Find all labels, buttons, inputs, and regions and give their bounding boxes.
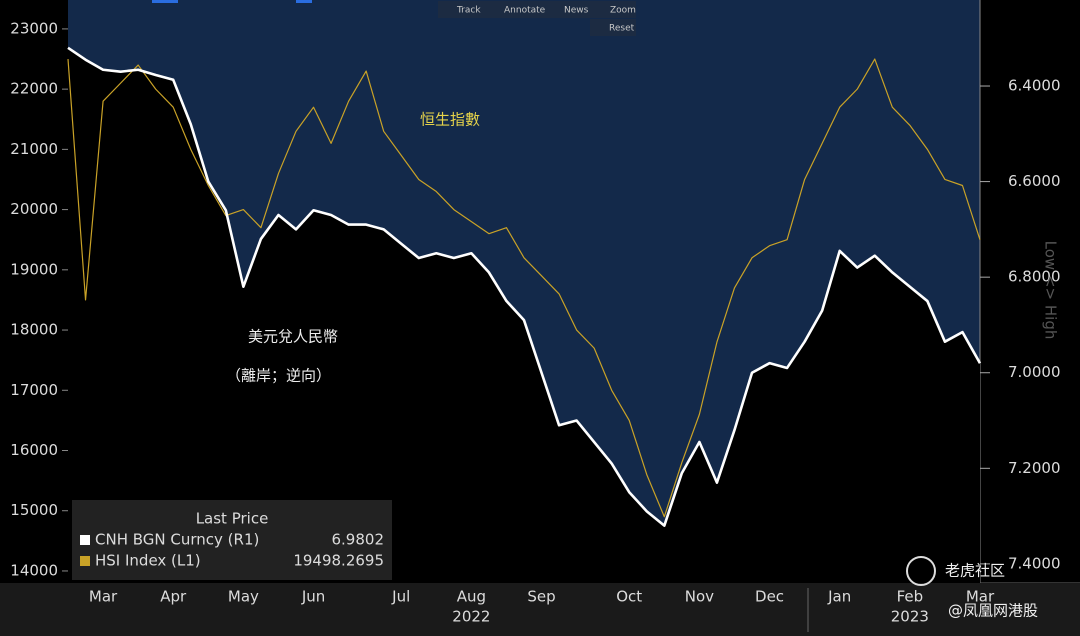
toolbar: Track Annotate News Zoom Reset (152, 0, 636, 36)
tab (152, 0, 178, 3)
x-tick-label: Sep (527, 588, 555, 606)
series-line (67, 46, 982, 527)
y2-tick-label: 7.4000 (1008, 554, 1061, 572)
x-tick-label: Dec (755, 588, 784, 606)
y-tick-label: 19000 (10, 260, 58, 278)
annotation: （離岸；逆向） (226, 367, 331, 385)
legend-swatch (80, 556, 90, 566)
toolbar-button[interactable]: Zoom (610, 6, 636, 16)
x-tick-label: Mar (966, 588, 995, 606)
x-tick-label: Nov (685, 588, 714, 606)
year-label: 2022 (452, 608, 490, 626)
y-tick-label: 23000 (10, 19, 58, 37)
legend-value: 6.9802 (332, 531, 385, 549)
x-tick-label: May (228, 588, 259, 606)
year-label: 2023 (891, 608, 929, 626)
watermark: @凤凰网港股 (948, 602, 1038, 620)
x-tick-label: Jun (301, 588, 325, 606)
legend-swatch (80, 535, 90, 545)
x-tick-label: Aug (457, 588, 486, 606)
annotation: 恒生指數 (420, 111, 480, 129)
series-line (67, 58, 981, 518)
y-tick-label: 18000 (10, 321, 58, 339)
legend-title: Last Price (196, 510, 269, 528)
y2-tick-label: 6.6000 (1008, 172, 1061, 190)
y2-axis-label: Low <> High (1042, 241, 1060, 340)
tab (296, 0, 312, 3)
legend-label: HSI Index (L1) (95, 552, 201, 570)
y2-tick-label: 6.4000 (1008, 77, 1061, 95)
watermark-logo (906, 556, 936, 586)
y2-tick-label: 7.0000 (1008, 363, 1061, 381)
x-tick-label: Oct (616, 588, 642, 606)
y2-tick-label: 6.8000 (1008, 268, 1061, 286)
x-tick-label: Apr (160, 588, 187, 606)
y-tick-label: 21000 (10, 140, 58, 158)
y-tick-label: 15000 (10, 501, 58, 519)
annotation: 美元兌人民幣 (248, 328, 338, 346)
x-axis-band (0, 583, 1080, 636)
x-tick-label: Feb (897, 588, 924, 606)
watermark: 老虎社区 (945, 562, 1005, 580)
y-tick-label: 17000 (10, 381, 58, 399)
x-tick-label: Jan (827, 588, 851, 606)
area-fill (68, 47, 980, 584)
y-tick-label: 22000 (10, 80, 58, 98)
y-tick-label: 14000 (10, 561, 58, 579)
toolbar-button[interactable]: Annotate (504, 6, 546, 16)
toolbar-button[interactable]: Track (456, 6, 481, 16)
toolbar-bg (590, 19, 636, 36)
legend-value: 19498.2695 (293, 552, 384, 570)
legend-box (72, 500, 392, 580)
toolbar-button[interactable]: Reset (609, 24, 635, 34)
y-tick-label: 20000 (10, 200, 58, 218)
y2-tick-label: 7.2000 (1008, 459, 1061, 477)
legend-label: CNH BGN Curncy (R1) (95, 531, 259, 549)
y-tick-label: 16000 (10, 441, 58, 459)
x-tick-label: Mar (89, 588, 118, 606)
toolbar-button[interactable]: News (564, 6, 589, 16)
x-tick-label: Jul (391, 588, 410, 606)
toolbar-bg (438, 1, 636, 18)
